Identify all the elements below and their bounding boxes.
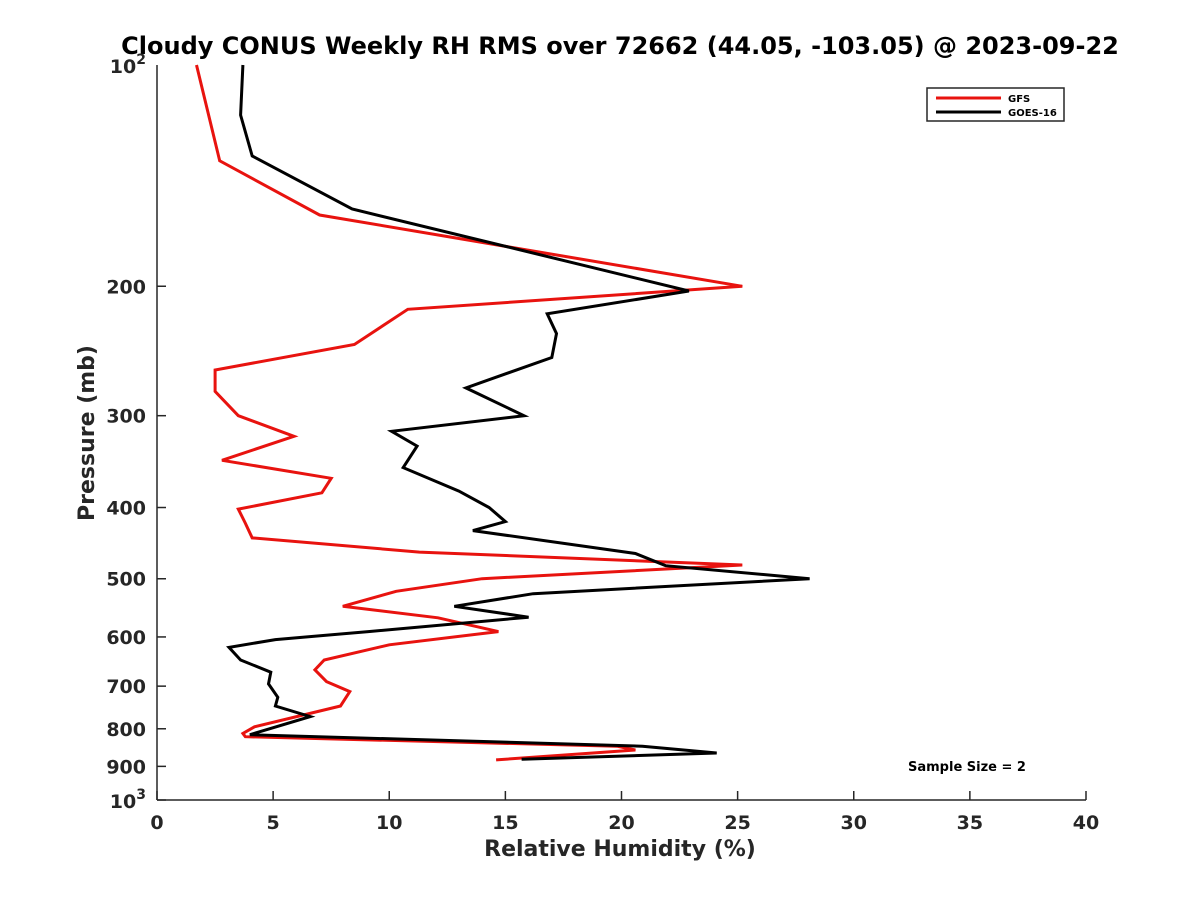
y-decade-label-0: 102: [110, 52, 146, 78]
y-tick-label-5: 700: [106, 676, 146, 698]
x-tick-label-0: 0: [150, 812, 163, 834]
x-tick-label-3: 15: [492, 812, 518, 834]
y-tick-label-0: 200: [106, 276, 146, 298]
legend: GFS GOES-16: [926, 87, 1065, 122]
y-tick-label-7: 900: [106, 756, 146, 778]
y-decade-exponent-0: 2: [136, 52, 146, 68]
legend-label-1: GOES-16: [1008, 108, 1057, 119]
plot-lines-group: [195, 64, 810, 762]
series-line-1: [226, 64, 810, 761]
series-line-0: [195, 64, 743, 762]
x-tick-label-6: 30: [841, 812, 867, 834]
legend-box: [926, 87, 1065, 122]
y-tick-label-1: 300: [106, 406, 146, 428]
sample-size-annotation: Sample Size = 2: [908, 760, 1026, 775]
y-tick-label-2: 400: [106, 498, 146, 520]
x-tick-label-7: 35: [957, 812, 983, 834]
x-tick-label-1: 5: [267, 812, 280, 834]
chart-title: Cloudy CONUS Weekly RH RMS over 72662 (4…: [121, 32, 1119, 60]
y-tick-label-4: 600: [106, 627, 146, 649]
x-axis-label: Relative Humidity (%): [484, 837, 756, 862]
y-tick-label-3: 500: [106, 569, 146, 591]
y-axis-label: Pressure (mb): [75, 345, 100, 521]
y-decade-exponent-1: 3: [136, 787, 146, 803]
x-tick-label-4: 20: [608, 812, 634, 834]
x-tick-label-8: 40: [1073, 812, 1099, 834]
x-tick-label-2: 10: [376, 812, 402, 834]
y-tick-label-6: 800: [106, 719, 146, 741]
legend-label-0: GFS: [1008, 94, 1030, 105]
axes-group: 0 5 10 15 20 25 30 35 40 200 300 400 500 600 700 800 900…: [106, 52, 1099, 834]
x-tick-label-5: 25: [724, 812, 750, 834]
